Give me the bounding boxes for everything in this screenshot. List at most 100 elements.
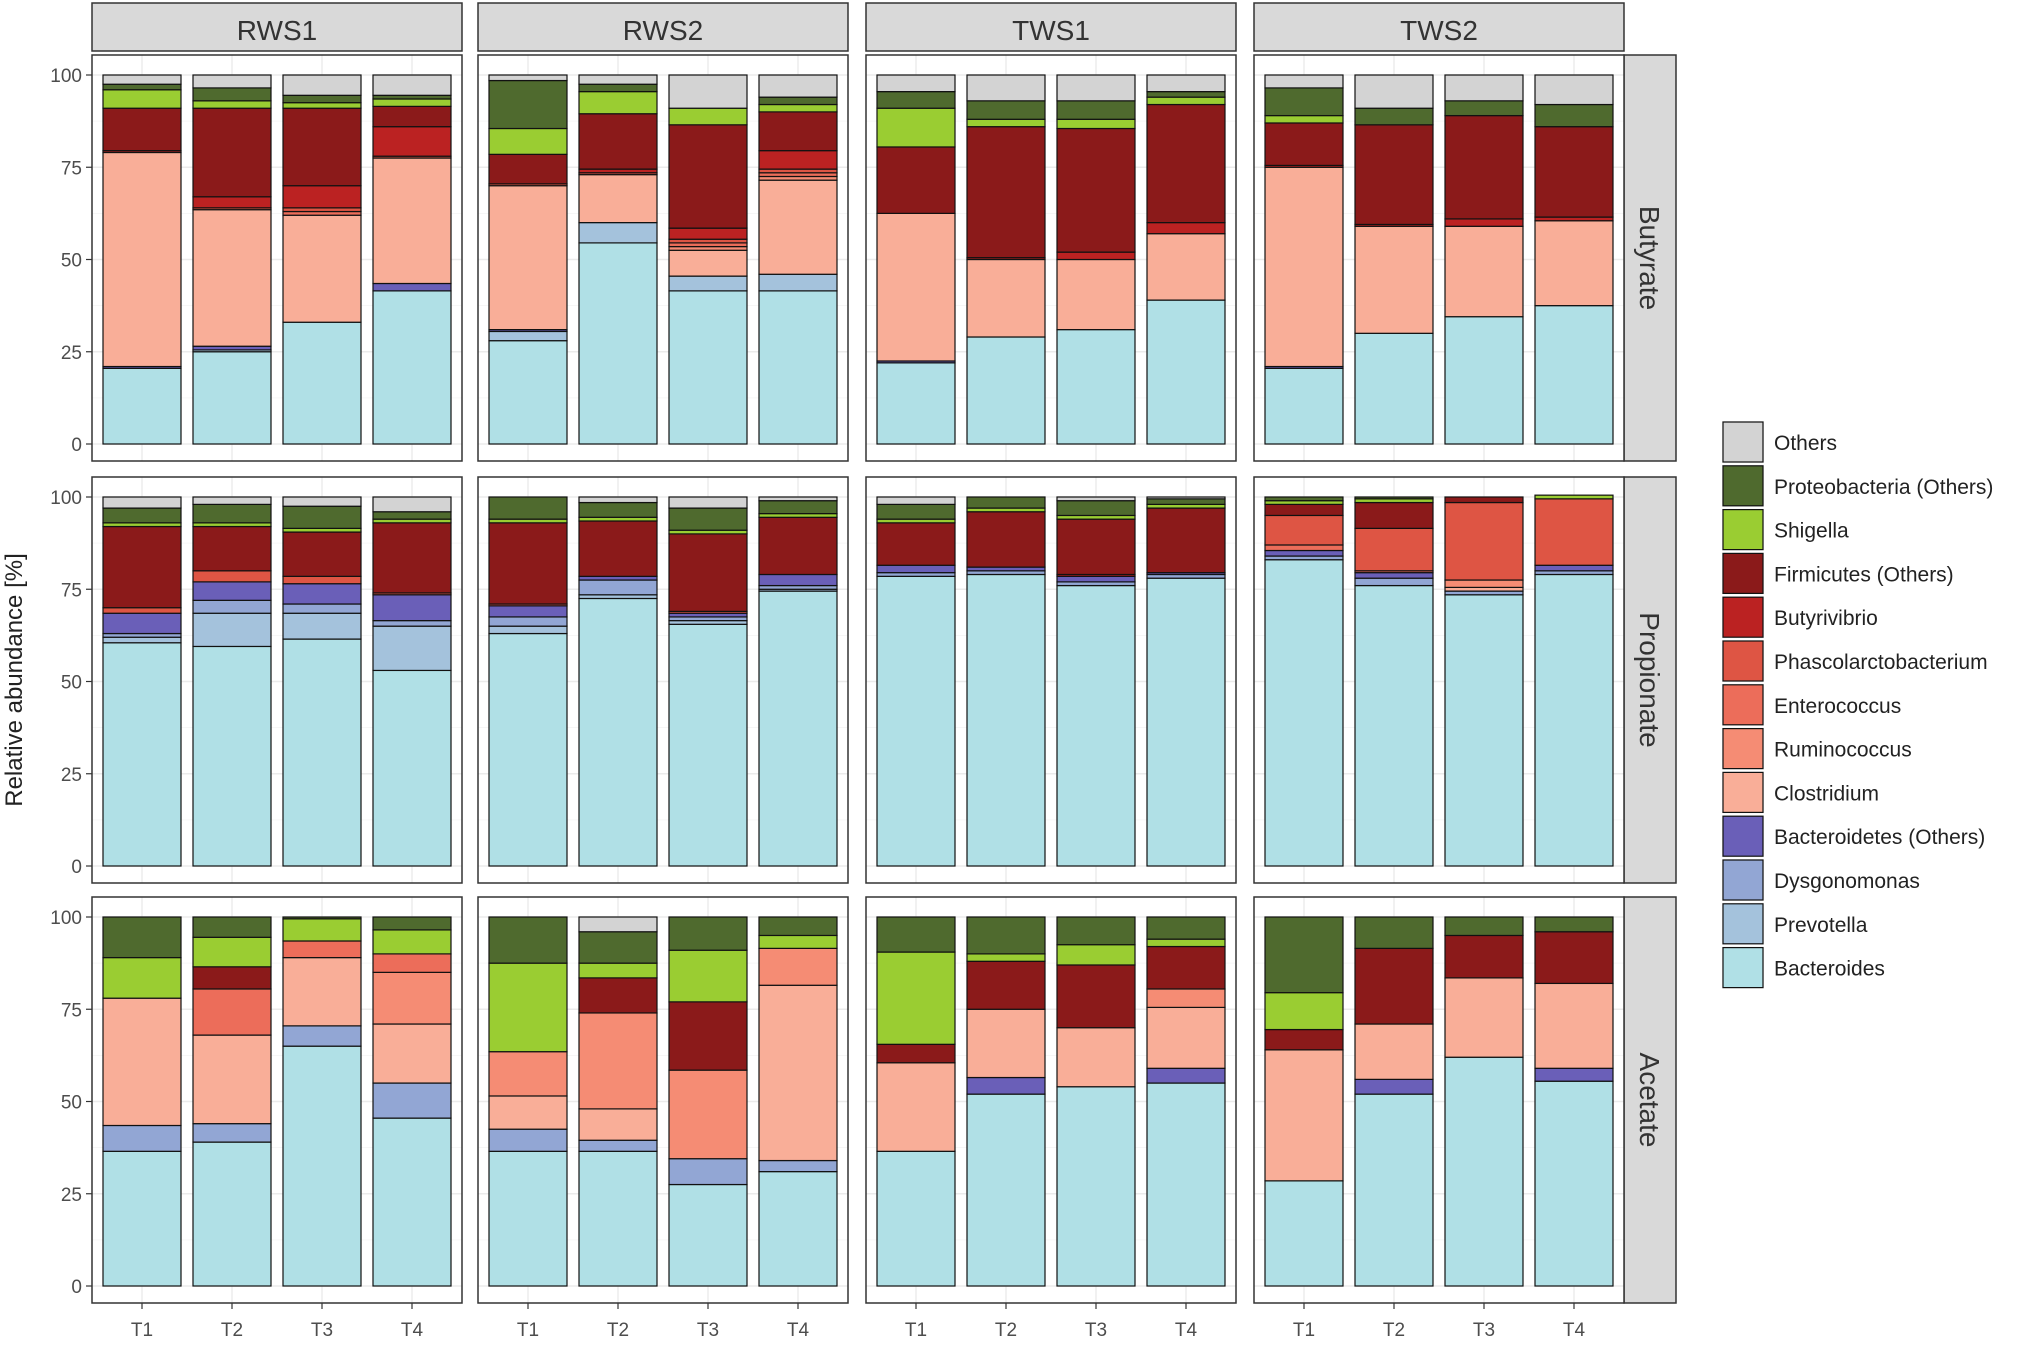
y-tick-label: 0 — [71, 435, 82, 456]
bar-segment-dysgonomonas — [102, 1124, 182, 1152]
legend-label-clostridium: Clostridium — [1774, 782, 1879, 805]
bar-segment-proteobacteria-others — [1264, 496, 1344, 502]
bar-segment-clostridium — [578, 1108, 658, 1141]
bar-segment-clostridium — [1056, 1027, 1136, 1088]
x-tick-label-t4: T4 — [1175, 1320, 1198, 1341]
bar-segment-others — [876, 74, 956, 93]
legend-label-prevotella: Prevotella — [1774, 914, 1868, 937]
bar-segment-shigella — [102, 956, 182, 999]
bar-segment-butyrivibrio — [668, 227, 748, 240]
bar-segment-bacteroides — [876, 1150, 956, 1287]
bar-segment-shigella — [876, 107, 956, 148]
facet-label-propionate: Propionate — [1634, 612, 1665, 747]
legend-swatch-bacteroidetes-others — [1722, 815, 1764, 857]
y-tick-label: 50 — [61, 251, 82, 272]
bar-segment-shigella — [1056, 118, 1136, 130]
bar-segment-bacteroides — [1534, 305, 1614, 445]
y-tick-label: 100 — [50, 908, 82, 929]
bar-segment-others — [1056, 496, 1136, 502]
bar-segment-proteobacteria-others — [192, 916, 272, 938]
facet-strip-tws2 — [1253, 2, 1625, 52]
x-tick-label-t2: T2 — [607, 1320, 629, 1341]
facet-strip-tws1 — [865, 2, 1237, 52]
bar-segment-firmicutes-others — [966, 960, 1046, 1010]
bar-segment-enterococcus — [1264, 544, 1344, 552]
legend-label-ruminococcus: Ruminococcus — [1774, 739, 1912, 762]
bar-segment-firmicutes-others — [1264, 122, 1344, 167]
bar-segment-bacteroidetes-others — [102, 612, 182, 635]
bar-segment-proteobacteria-others — [758, 96, 838, 106]
bar-segment-firmicutes-others — [966, 126, 1046, 259]
bar-segment-phascolarctobacterium — [1264, 514, 1344, 546]
bar-segment-clostridium — [102, 997, 182, 1127]
panel-border — [865, 54, 1237, 462]
bar-segment-firmicutes-others — [1534, 126, 1614, 218]
x-tick-label-t2: T2 — [995, 1320, 1017, 1341]
bar-segment-firmicutes-others — [192, 966, 272, 990]
legend-label-bacteroidetes-others: Bacteroidetes (Others) — [1774, 826, 1985, 849]
bar-segment-firmicutes-others — [1264, 503, 1344, 517]
x-tick-label-t3: T3 — [1473, 1320, 1495, 1341]
y-tick-label: 25 — [61, 1185, 82, 1206]
bar-segment-clostridium — [876, 1062, 956, 1152]
bar-segment-others — [966, 74, 1046, 102]
panel-border — [477, 54, 849, 462]
bar-segment-firmicutes-others — [488, 153, 568, 185]
bar-segment-proteobacteria-others — [372, 916, 452, 931]
bar-segment-bacteroides — [1444, 316, 1524, 445]
bar-segment-firmicutes-others — [1146, 507, 1226, 574]
bar-segment-dysgonomonas — [192, 599, 272, 614]
bar-segment-shigella — [192, 936, 272, 968]
bar-segment-clostridium — [192, 1034, 272, 1125]
panel-border — [1253, 54, 1625, 462]
bar-segment-bacteroides — [102, 1150, 182, 1287]
bar-segment-proteobacteria-others — [102, 916, 182, 959]
bar-segment-proteobacteria-others — [966, 496, 1046, 509]
bar-segment-bacteroides — [488, 632, 568, 867]
bar-segment-dysgonomonas — [282, 1025, 362, 1047]
bar-segment-bacteroides — [758, 590, 838, 867]
bar-segment-firmicutes-others — [102, 525, 182, 609]
bar-segment-clostridium — [758, 179, 838, 275]
bar-segment-bacteroides — [1146, 577, 1226, 867]
bar-segment-bacteroidetes-others — [1354, 1078, 1434, 1095]
legend-swatch-prevotella — [1722, 903, 1764, 945]
bar-segment-others — [758, 496, 838, 502]
bar-segment-phascolarctobacterium — [1354, 527, 1434, 572]
bar-segment-proteobacteria-others — [1354, 916, 1434, 949]
bar-segment-ruminococcus — [578, 1012, 658, 1110]
y-tick-label: 75 — [61, 580, 82, 601]
bar-segment-clostridium — [876, 212, 956, 362]
bar-segment-clostridium — [1444, 977, 1524, 1058]
bar-segment-proteobacteria-others — [758, 500, 838, 515]
legend-swatch-shigella — [1722, 509, 1764, 551]
bar-segment-prevotella — [758, 273, 838, 292]
bar-segment-proteobacteria-others — [876, 91, 956, 109]
bar-segment-shigella — [1264, 114, 1344, 124]
bar-segment-proteobacteria-others — [578, 83, 658, 93]
bar-segment-bacteroides — [578, 597, 658, 867]
bar-segment-firmicutes-others — [876, 522, 956, 566]
bar-segment-bacteroides — [1056, 329, 1136, 445]
bar-segment-dysgonomonas — [1354, 577, 1434, 587]
bar-segment-bacteroides — [1354, 1093, 1434, 1287]
legend-label-proteobacteria-others: Proteobacteria (Others) — [1774, 476, 1993, 499]
panel-border — [1253, 476, 1625, 884]
bar-segment-proteobacteria-others — [282, 505, 362, 529]
bar-segment-firmicutes-others — [578, 520, 658, 577]
bar-segment-proteobacteria-others — [102, 507, 182, 524]
bar-segment-bacteroidetes-others — [1534, 564, 1614, 572]
bar-segment-bacteroides — [668, 623, 748, 867]
bar-segment-others — [372, 496, 452, 513]
bar-segment-phascolarctobacterium — [1534, 498, 1614, 566]
legend-label-enterococcus: Enterococcus — [1774, 695, 1901, 718]
bar-segment-bacteroides — [192, 351, 272, 445]
panel-border — [477, 476, 849, 884]
bar-segment-others — [102, 74, 182, 85]
bar-segment-others — [1146, 496, 1226, 500]
legend-swatch-clostridium — [1722, 771, 1764, 814]
bar-segment-others — [668, 496, 748, 509]
bar-segment-enterococcus — [192, 988, 272, 1036]
x-tick-label-t1: T1 — [1293, 1320, 1315, 1341]
